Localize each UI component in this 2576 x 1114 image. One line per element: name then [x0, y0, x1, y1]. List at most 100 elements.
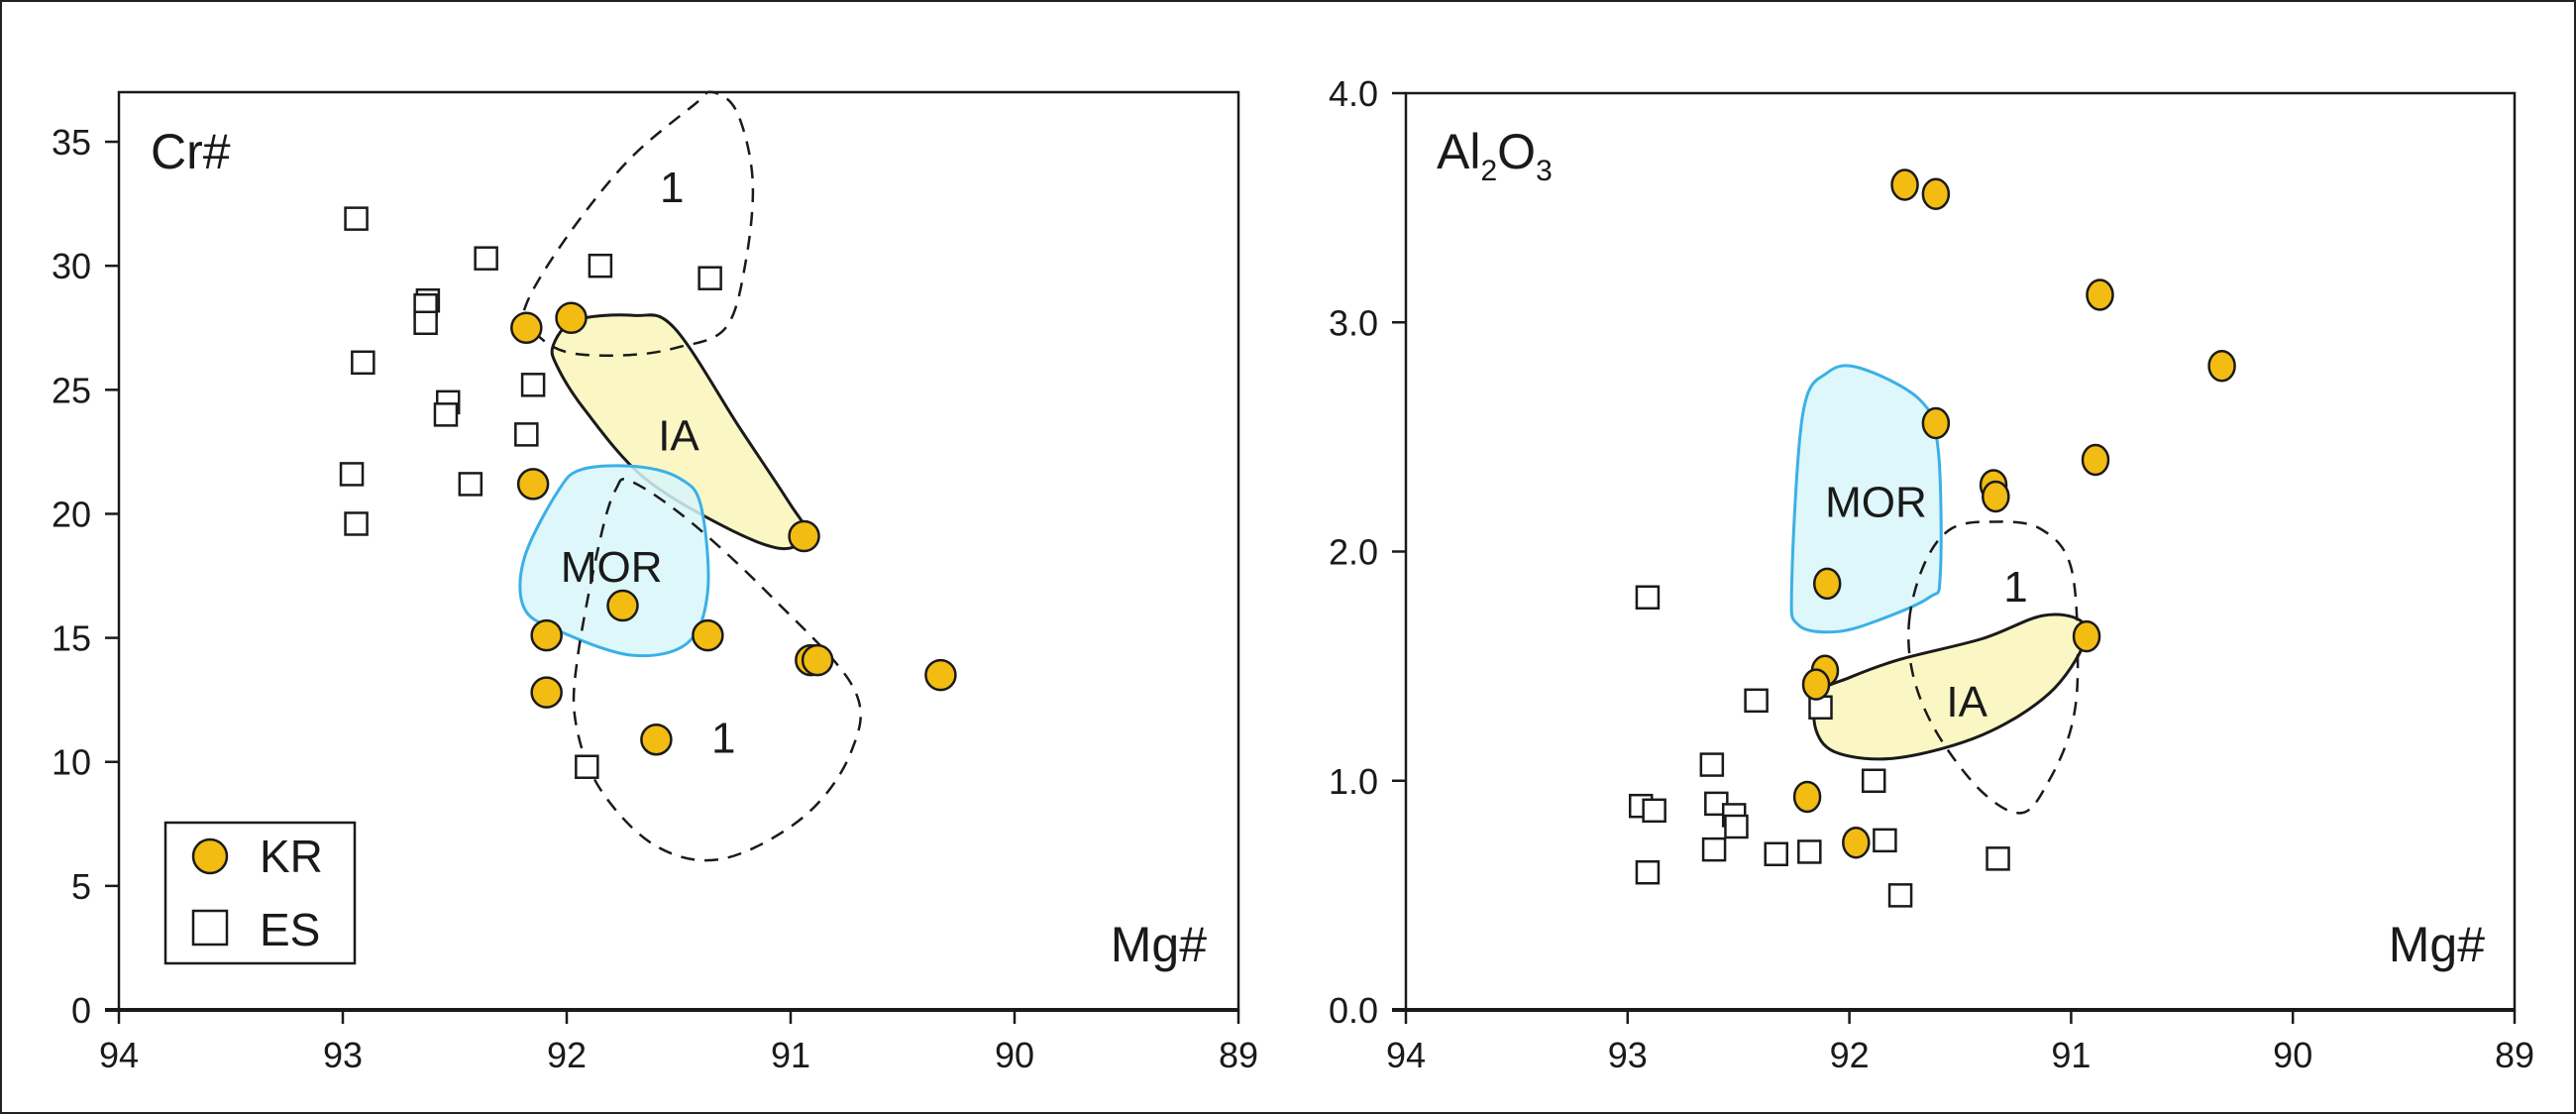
al-field-label-1-1: 1	[2003, 563, 2027, 612]
al-es-point	[1744, 688, 1769, 714]
cr-es-point	[413, 310, 438, 336]
cr-kr-point	[530, 676, 563, 709]
legend-kr-marker	[191, 837, 229, 875]
al-field-label-mor-0: MOR	[1825, 479, 1927, 527]
al-field-mor-0	[1789, 364, 1943, 634]
al-es-point	[1635, 585, 1661, 610]
legend: KR ES	[163, 821, 357, 965]
cr-y-tick-label: 10	[52, 742, 91, 783]
cr-es-point	[344, 511, 369, 536]
al-kr-point	[1801, 668, 1831, 701]
al-es-point	[1699, 752, 1725, 777]
cr-field-1-3	[572, 478, 862, 862]
cr-y-tick-label: 0	[71, 990, 91, 1031]
cr-kr-point	[924, 658, 957, 692]
al-x-tick-label: 91	[2051, 1035, 2091, 1075]
cr-x-tick-label: 89	[1219, 1035, 1258, 1075]
al-plot-frame	[1404, 91, 2517, 1012]
cr-kr-point	[516, 468, 550, 501]
al-kr-point	[2072, 619, 2101, 653]
al-kr-point	[1792, 780, 1822, 814]
cr-x-title: Mg#	[1111, 917, 1207, 972]
cr-es-point	[514, 422, 539, 447]
al-x-tick-label: 92	[1830, 1035, 1870, 1075]
cr-x-tick-label: 92	[547, 1035, 587, 1075]
cr-kr-point	[530, 618, 563, 652]
al-es-point	[1986, 846, 2010, 871]
cr-es-point	[339, 462, 365, 487]
cr-y-tick-label: 20	[52, 494, 91, 534]
cr-y-tick-label: 35	[52, 122, 91, 163]
al-es-point	[1635, 860, 1661, 885]
al-kr-point	[1921, 177, 1951, 210]
al-kr-point	[2207, 349, 2236, 383]
cr-y-tick-label: 15	[52, 618, 91, 659]
cr-kr-point	[692, 618, 724, 652]
cr-field-label-1-3: 1	[711, 715, 735, 763]
cr-es-point	[520, 373, 546, 397]
cr-kr-point	[606, 589, 639, 622]
al-points	[1628, 168, 2236, 908]
al-es-point	[1873, 828, 1897, 853]
al-es-point	[1724, 814, 1749, 839]
al-y-tick-label: 2.0	[1329, 532, 1378, 573]
cr-es-point	[588, 253, 613, 278]
cr-vs-mg-panel: 1 IA MOR 1 94 93 92 91 90 89 0 5 10 15 20 25 30 35 Cr# M…	[52, 90, 1258, 1075]
cr-x-tick-label: 94	[99, 1035, 139, 1075]
al-kr-point	[1890, 168, 1919, 201]
legend-es-marker	[191, 909, 229, 947]
al-y-tick-label: 0.0	[1329, 990, 1378, 1031]
cr-es-point	[344, 206, 369, 231]
legend-kr-label: KR	[260, 831, 323, 882]
cr-es-point	[458, 472, 483, 497]
cr-kr-point	[510, 311, 543, 345]
al-kr-point	[1982, 480, 2010, 513]
al-y-tick-label: 1.0	[1329, 761, 1378, 802]
al-x-tick-label: 93	[1608, 1035, 1648, 1075]
cr-y-title: Cr#	[151, 124, 231, 179]
cr-field-1-0	[521, 90, 755, 357]
al2o3-vs-mg-panel: MOR 1 IA 94 93 92 91 90 89 0.0 1.0 2.0 3.0 4.0 Al2O3…	[1329, 73, 2534, 1075]
al-es-point	[1642, 798, 1666, 824]
al-y-tick-label: 3.0	[1329, 302, 1378, 343]
al-field-label-ia-2: IA	[1946, 678, 1987, 726]
legend-es-label: ES	[260, 904, 320, 955]
al-y-title: Al2O3	[1437, 124, 1553, 187]
cr-axes: 94 93 92 91 90 89 0 5 10 15 20 25 30 35	[52, 90, 1258, 1075]
cr-points	[339, 206, 957, 779]
al-x-title: Mg#	[2389, 917, 2485, 972]
al-es-point	[1701, 836, 1727, 862]
al-es-point	[1764, 841, 1788, 866]
al-kr-point	[1812, 567, 1842, 601]
cr-es-point	[575, 754, 599, 779]
cr-y-tick-label: 5	[71, 866, 91, 907]
cr-x-tick-label: 91	[771, 1035, 810, 1075]
cr-kr-point	[640, 723, 673, 756]
al-x-tick-label: 94	[1386, 1035, 1426, 1075]
cr-es-point	[474, 246, 498, 271]
cr-x-tick-label: 90	[995, 1035, 1034, 1075]
cr-field-label-1-0: 1	[660, 164, 684, 212]
cr-kr-point	[555, 301, 588, 334]
al-es-point	[1861, 768, 1886, 793]
cr-y-tick-label: 30	[52, 246, 91, 286]
al-es-point	[1887, 883, 1913, 908]
cr-es-point	[351, 350, 376, 376]
al-kr-point	[2086, 278, 2114, 311]
cr-es-point	[698, 266, 722, 290]
al-axes: 94 93 92 91 90 89 0.0 1.0 2.0 3.0 4.0	[1329, 73, 2534, 1075]
al-kr-point	[1842, 826, 1871, 859]
al-x-tick-label: 90	[2273, 1035, 2312, 1075]
cr-y-tick-label: 25	[52, 370, 91, 410]
cr-field-label-mor-2: MOR	[561, 543, 663, 592]
cr-fields: 1 IA MOR 1	[518, 90, 862, 862]
al-kr-point	[2081, 443, 2110, 477]
al-kr-point	[1921, 406, 1951, 440]
al-y-tick-label: 4.0	[1329, 73, 1378, 114]
al-es-point	[1797, 839, 1822, 864]
al-fields: MOR 1 IA	[1789, 364, 2090, 815]
cr-field-label-ia-1: IA	[658, 411, 699, 460]
cr-kr-point	[801, 643, 834, 677]
